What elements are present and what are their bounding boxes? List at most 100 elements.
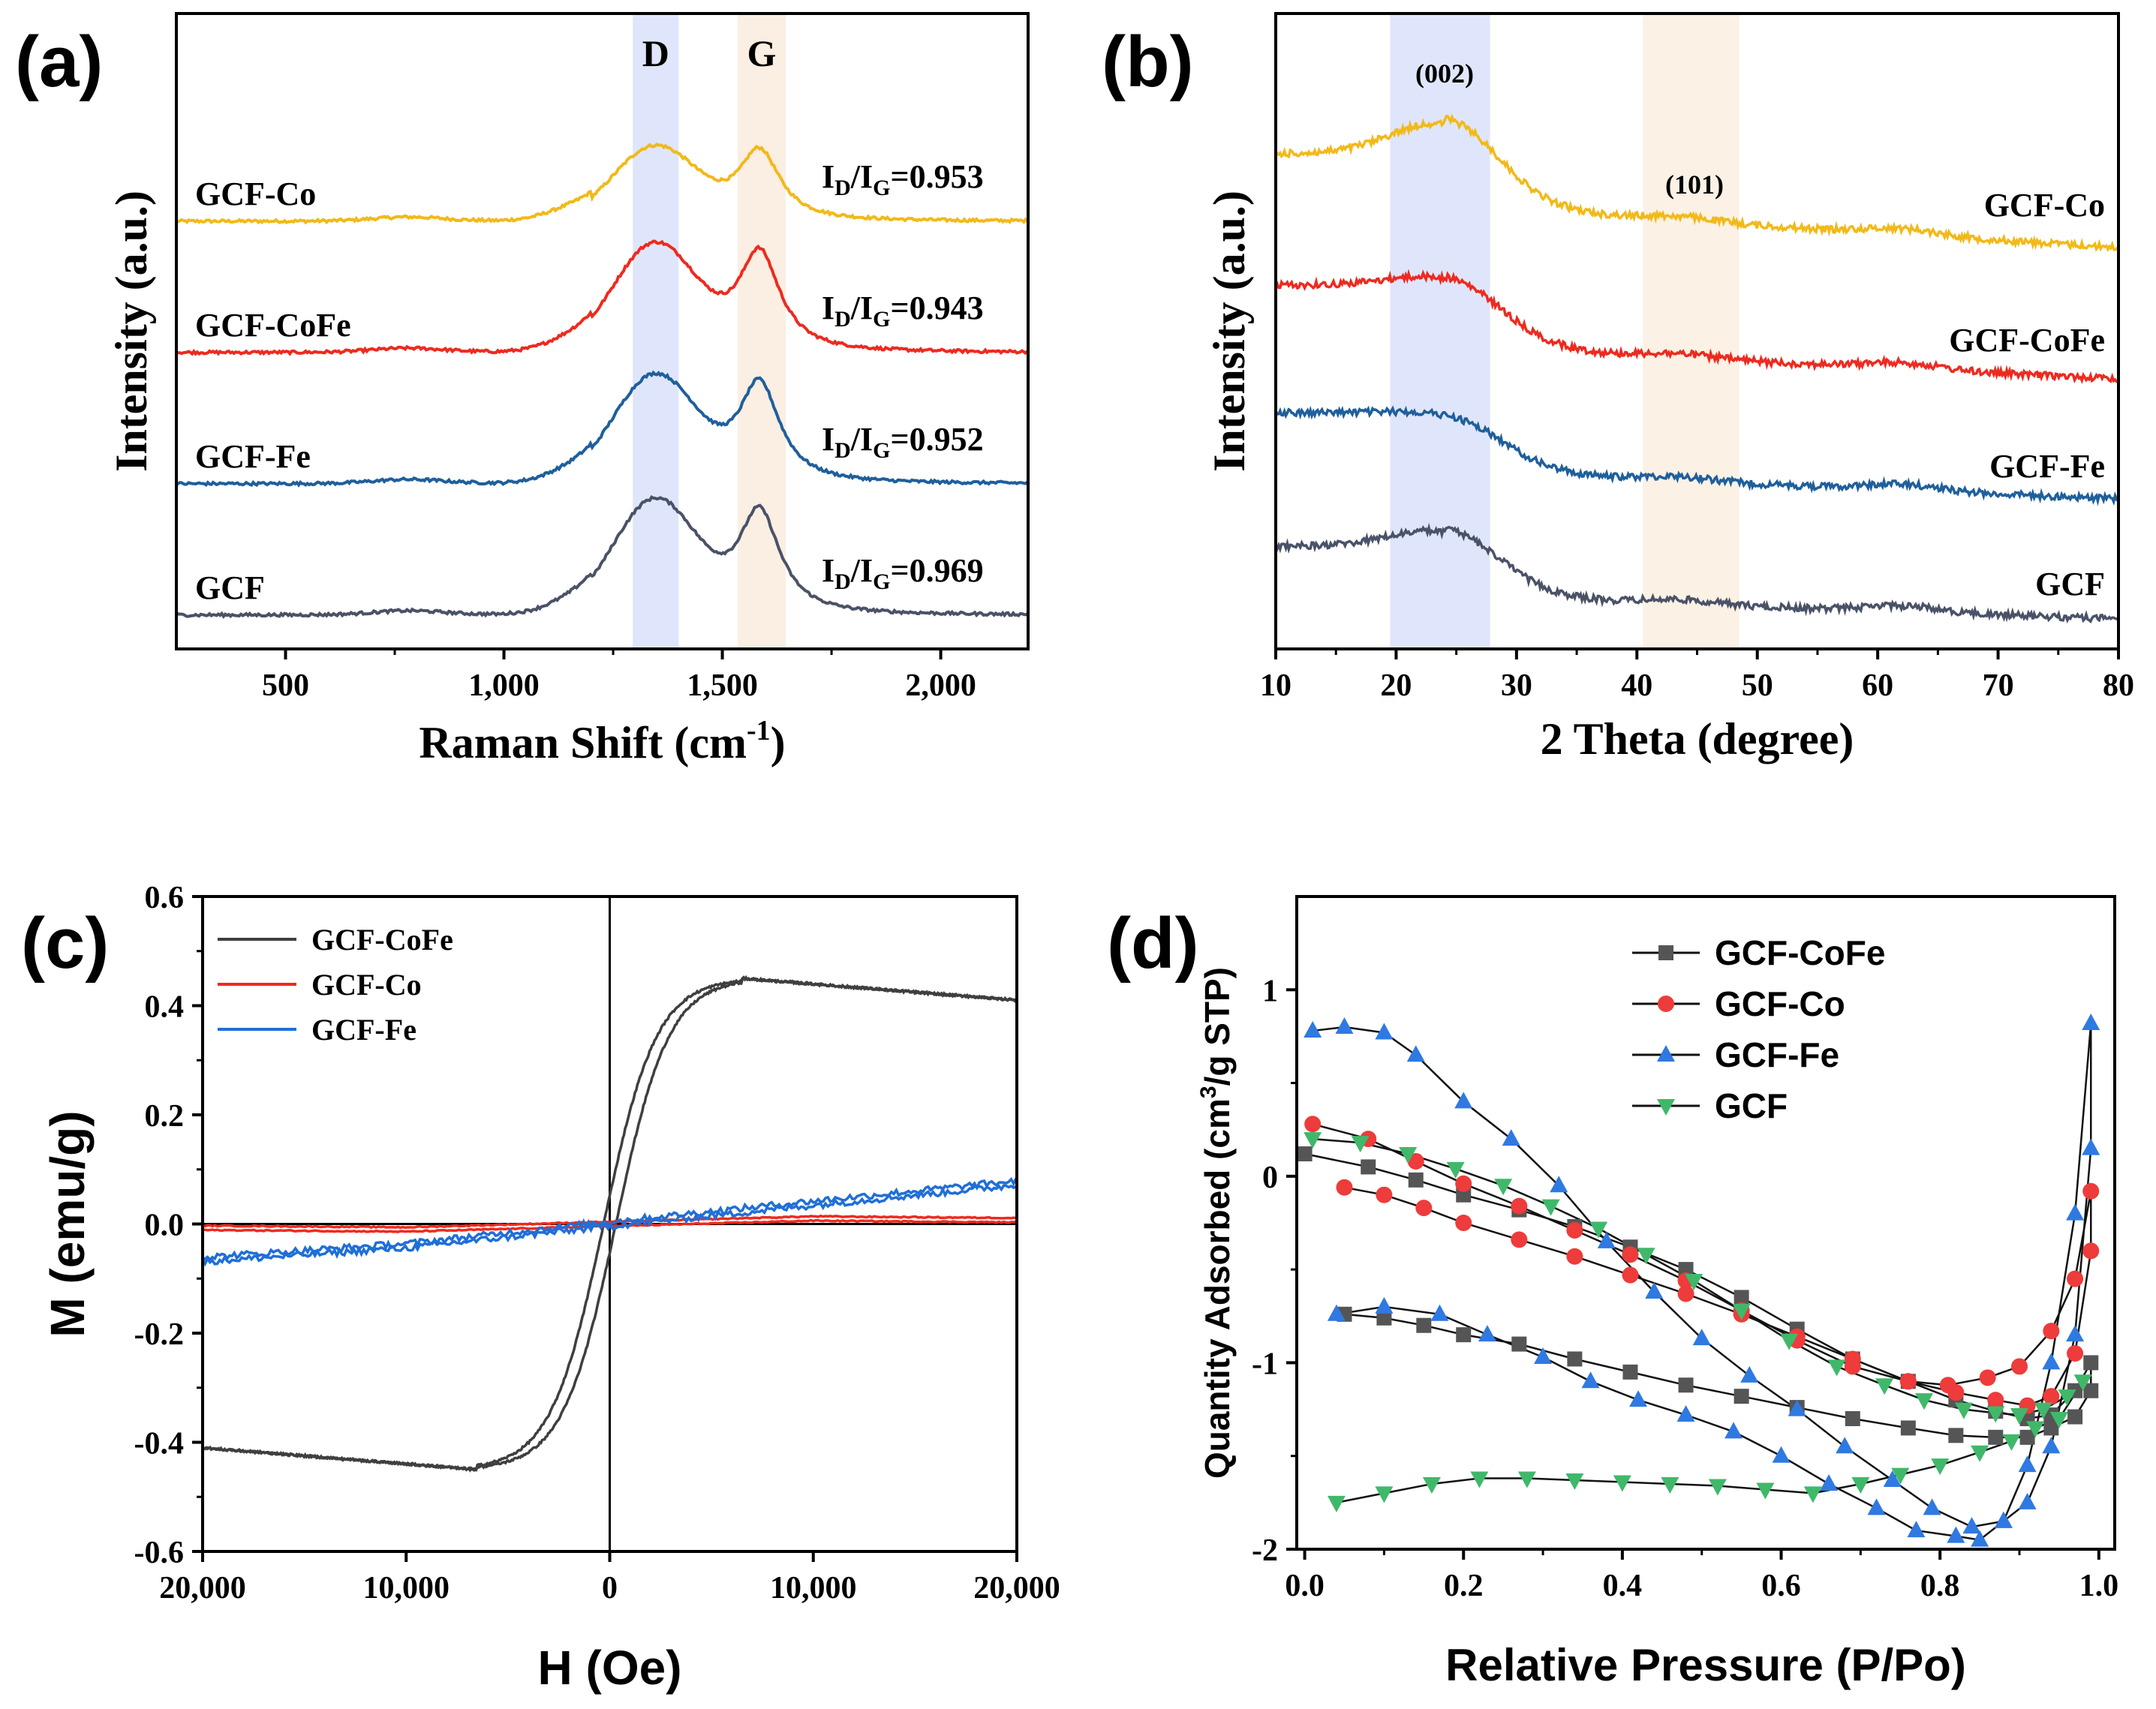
isotherm-point-GCF	[1891, 1467, 1910, 1485]
isotherm-point-GCF	[1565, 1473, 1584, 1491]
x-axis-label: Raman Shift (cm-1)	[419, 715, 785, 767]
xlabel-sup: -1	[747, 715, 771, 746]
isotherm-point-GCF-Fe	[1478, 1325, 1496, 1342]
band-label-002: (002)	[1415, 59, 1474, 89]
ratio-sub-D: D	[834, 438, 851, 463]
x-tick-label: 20,000	[973, 1571, 1060, 1605]
xrd-line-GCF-Fe	[1274, 405, 2119, 506]
y-tick-label: 0.2	[145, 1099, 185, 1134]
isotherm-point-GCF-CoFe	[2083, 1355, 2099, 1371]
y-axis-label: Quantity Adsorbed (cm3/g STP)	[1196, 967, 1237, 1479]
x-tick-label: 0	[602, 1571, 618, 1605]
panel-d: 0.0 0.2 0.4 0.6 0.8 1.0 -2 -1 0 1 Relative Pressur…	[1107, 895, 2118, 1690]
raman-ratio-GCF: ID/IG=0.969	[822, 552, 984, 594]
isotherm-point-GCF-Fe	[1375, 1023, 1394, 1040]
ratio-slash: /I	[850, 158, 873, 195]
isotherm-point-GCF-Co	[1566, 1248, 1583, 1265]
isotherm-point-GCF-CoFe	[1456, 1327, 1472, 1343]
isotherm-line-GCF-Co	[1312, 1123, 2092, 1386]
x-tick-label: 40	[1621, 668, 1652, 703]
legend-label-GCF-Fe: GCF-Fe	[1715, 1035, 1839, 1074]
ratio-I: I	[822, 290, 834, 326]
xrd-line-GCF	[1274, 522, 2119, 624]
x-axis-label: H (Oe)	[538, 1641, 682, 1695]
isotherm-point-GCF-Fe	[2042, 1353, 2061, 1370]
raman-ratio-GCF-Co: ID/IG=0.953	[822, 158, 984, 200]
axes-frame	[175, 12, 1030, 650]
x-tick-label: 80	[2103, 668, 2134, 703]
y-tick-label: 0.6	[145, 881, 185, 915]
x-tick-label: 0.0	[1285, 1569, 1325, 1603]
legend-label-GCF-CoFe: GCF-CoFe	[311, 923, 453, 957]
y-tick-label: -2	[1252, 1533, 1278, 1568]
isotherm-point-GCF	[1589, 1221, 1608, 1239]
band-(101)	[1643, 14, 1740, 649]
y-axis-label: Intensity (a.u.)	[1204, 191, 1254, 472]
isotherm-point-GCF-Co	[2011, 1358, 2028, 1375]
isotherm-point-GCF	[2073, 1374, 2092, 1392]
isotherm-point-GCF-CoFe	[1416, 1317, 1432, 1333]
isotherm-point-GCF-CoFe	[1845, 1411, 1860, 1426]
panel-label-a: (a)	[15, 22, 103, 102]
panel-c: 20,000 10,000 0 10,000 20,000-0.6-0.4-0.20.0…	[21, 881, 1060, 1695]
raman-label-GCF: GCF	[195, 569, 265, 606]
isotherm-point-GCF-Co	[2043, 1323, 2060, 1340]
isotherm-point-GCF-CoFe	[1297, 1146, 1313, 1162]
x-tick-label: 10	[1260, 668, 1291, 703]
ratio-sub-D: D	[834, 569, 851, 594]
isotherm-point-GCF	[1422, 1477, 1441, 1494]
isotherm-point-GCF	[1875, 1378, 1894, 1395]
xrd-label-GCF-CoFe: GCF-CoFe	[1949, 322, 2105, 359]
isotherm-point-GCF	[1375, 1486, 1394, 1503]
isotherm-point-GCF-Co	[1511, 1197, 1528, 1215]
isotherm-point-GCF-Fe	[1883, 1470, 1902, 1488]
isotherm-point-GCF	[1986, 1406, 2005, 1423]
isotherm-point-GCF-CoFe	[1408, 1172, 1424, 1188]
x-tick-label: 0.6	[1761, 1569, 1801, 1603]
band-label-G: G	[747, 32, 776, 74]
isotherm-point-GCF	[1756, 1482, 1775, 1500]
isotherm-point-GCF	[1931, 1458, 1950, 1476]
isotherm-point-GCF-CoFe	[1622, 1364, 1638, 1380]
isotherm-point-GCF-Fe	[1836, 1437, 1854, 1454]
isotherm-point-GCF-Fe	[2082, 1138, 2100, 1155]
isotherm-point-GCF	[1803, 1486, 1822, 1503]
x-tick-label: 10,000	[770, 1571, 857, 1605]
isotherm-point-GCF	[1517, 1471, 1536, 1488]
legend-marker-GCF	[1657, 1099, 1675, 1116]
band-label-D: D	[642, 32, 669, 74]
xrd-label-GCF-Co: GCF-Co	[1984, 187, 2105, 224]
isotherm-point-GCF-Co	[2067, 1345, 2084, 1362]
raman-line-GCF-Fe	[175, 370, 1029, 488]
axes-frame	[1295, 895, 2116, 1551]
isotherm-point-GCF-Co	[1407, 1152, 1424, 1170]
isotherm-point-GCF-Fe	[1335, 1017, 1354, 1034]
isotherm-point-GCF	[2049, 1412, 2068, 1428]
mh-line-GCF-Co	[202, 1214, 1017, 1230]
panel-label-d: (d)	[1107, 903, 1199, 984]
ratio-sub-G: G	[873, 307, 890, 332]
isotherm-point-GCF-Fe	[1907, 1521, 1926, 1538]
isotherm-point-GCF-Fe	[2082, 1014, 2100, 1031]
x-tick-label: 500	[262, 668, 309, 703]
isotherm-point-GCF	[1685, 1274, 1703, 1291]
isotherm-point-GCF-Co	[1566, 1221, 1583, 1239]
ratio-I: I	[822, 158, 834, 195]
ratio-value: =0.943	[891, 290, 984, 326]
isotherm-point-GCF-Co	[1511, 1231, 1528, 1248]
xlabel-close: )	[771, 718, 786, 767]
isotherm-point-GCF	[1637, 1248, 1655, 1265]
isotherm-point-GCF	[1954, 1402, 1973, 1419]
ratio-slash: /I	[850, 552, 873, 589]
isotherm-point-GCF-Fe	[1676, 1405, 1695, 1422]
isotherm-point-GCF	[1732, 1303, 1751, 1320]
isotherm-point-GCF-CoFe	[1567, 1351, 1583, 1367]
isotherm-point-GCF-Co	[1304, 1116, 1322, 1133]
y-tick-label: 0.0	[145, 1209, 185, 1243]
isotherm-point-GCF-Fe	[1724, 1422, 1743, 1439]
isotherm-point-GCF-Fe	[1645, 1281, 1664, 1299]
legend-marker-GCF-Co	[1658, 996, 1674, 1012]
y-tick-label: 1	[1262, 974, 1278, 1008]
legend-label-GCF-Fe: GCF-Fe	[311, 1013, 416, 1047]
raman-label-GCF-Fe: GCF-Fe	[195, 438, 311, 475]
